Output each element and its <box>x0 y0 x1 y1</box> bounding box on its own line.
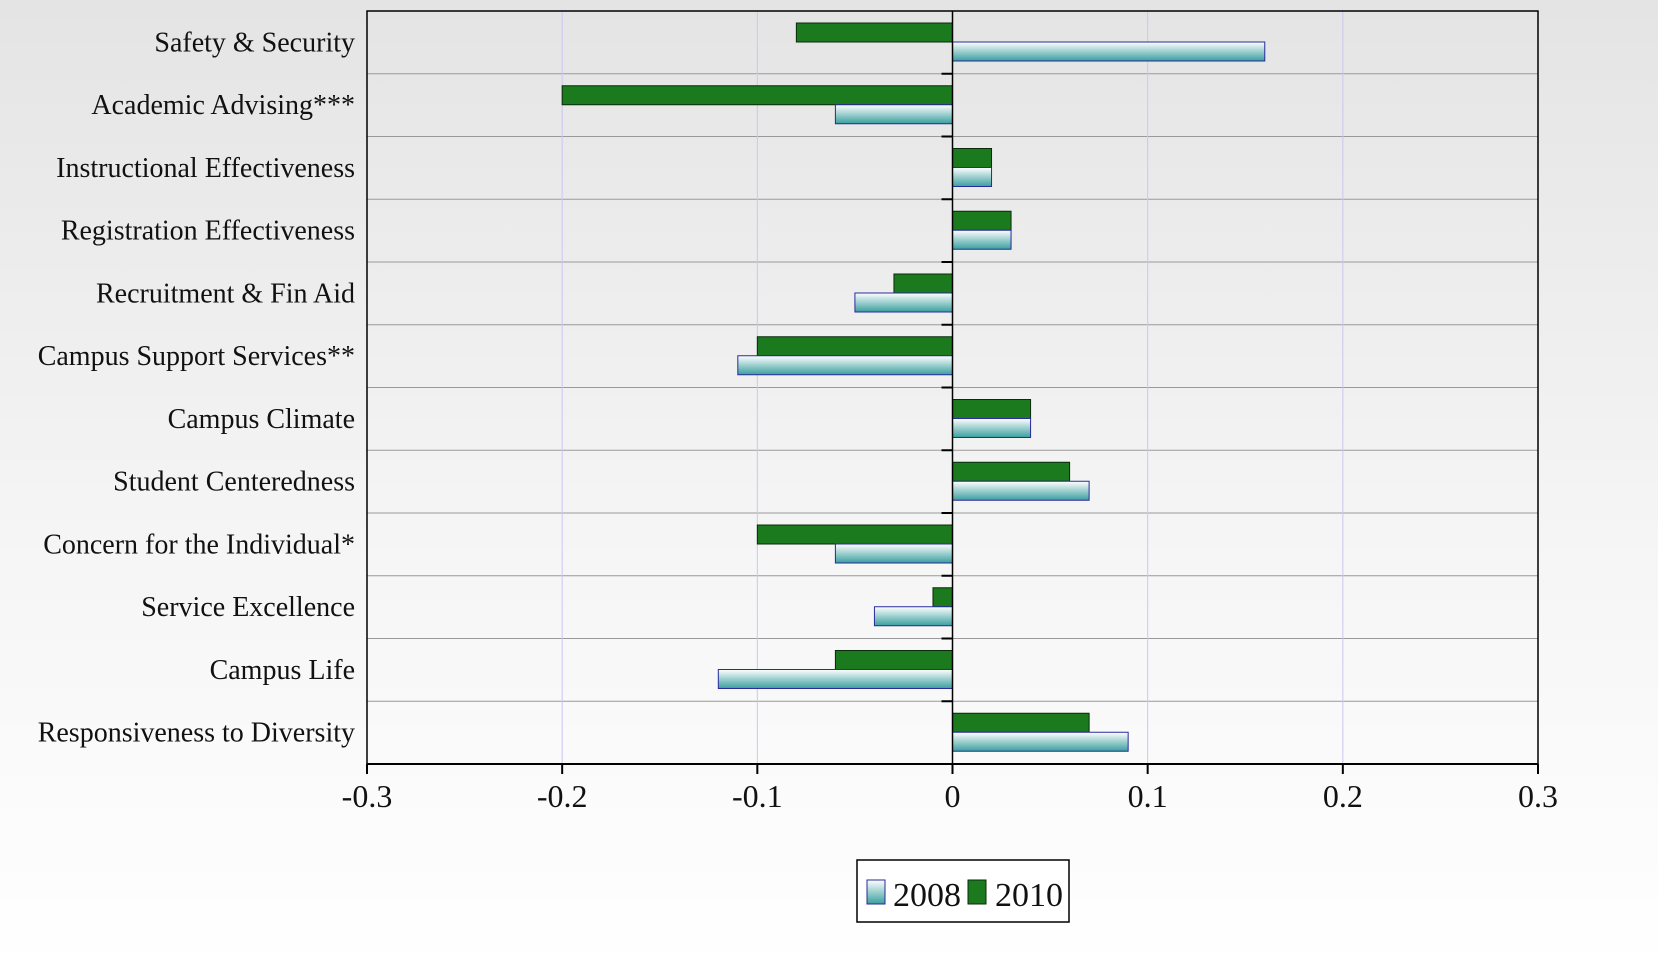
bar-2008-3 <box>952 229 1012 250</box>
axes <box>366 10 1539 774</box>
x-tick-label-2: -0.1 <box>732 778 783 814</box>
category-label-4: Recruitment & Fin Aid <box>96 278 355 309</box>
x-tick-label-0: -0.3 <box>342 778 393 814</box>
category-label-7: Student Centeredness <box>113 467 355 498</box>
bar-2008-2 <box>952 167 993 187</box>
category-labels: Safety & Security Academic Advising*** Ins… <box>38 27 355 748</box>
bar-2010-2 <box>952 148 993 168</box>
legend-box <box>856 859 1070 923</box>
bar-2010-0 <box>795 22 953 43</box>
bar-2008-9 <box>873 606 954 627</box>
bar-2008-11 <box>952 731 1129 752</box>
bar-2010-11 <box>952 712 1090 733</box>
bar-2008-4 <box>854 292 954 313</box>
x-tick-label-4: 0.1 <box>1128 778 1168 814</box>
x-tick-label-5: 0.2 <box>1323 778 1363 814</box>
bar-2008-6 <box>952 418 1032 438</box>
bars <box>561 22 1266 752</box>
category-label-5: Campus Support Services** <box>38 341 355 372</box>
bar-2010-7 <box>952 461 1071 482</box>
bar-2008-8 <box>834 543 954 564</box>
category-label-0: Safety & Security <box>154 27 355 58</box>
category-label-9: Service Excellence <box>141 592 355 623</box>
bar-2008-10 <box>717 669 953 689</box>
category-label-3: Registration Effectiveness <box>61 216 355 247</box>
bar-2010-6 <box>952 399 1032 419</box>
bar-2008-7 <box>952 480 1090 501</box>
category-label-11: Responsiveness to Diversity <box>38 718 355 749</box>
x-tick-label-1: -0.2 <box>537 778 588 814</box>
x-tick-label-6: 0.3 <box>1518 778 1558 814</box>
legend: 2008 2010 <box>856 859 1070 923</box>
legend-swatch-2010 <box>967 879 987 905</box>
bar-2010-4 <box>893 273 954 294</box>
legend-label-2010: 2010 <box>995 877 1063 914</box>
category-label-1: Academic Advising*** <box>91 90 355 121</box>
gridlines <box>561 11 1344 764</box>
x-tick-label-3: 0 <box>945 778 961 814</box>
bar-2008-1 <box>834 104 954 125</box>
bar-2010-3 <box>952 210 1012 231</box>
category-label-2: Instructional Effectiveness <box>56 153 355 184</box>
bar-2010-1 <box>561 85 954 106</box>
bar-2010-10 <box>834 650 954 670</box>
bar-2010-5 <box>756 336 953 357</box>
legend-swatch-2008 <box>866 879 886 905</box>
bar-2010-8 <box>756 524 953 545</box>
bar-2008-5 <box>737 355 953 376</box>
bar-2008-0 <box>952 41 1266 62</box>
legend-label-2008: 2008 <box>893 877 961 914</box>
bar-2010-9 <box>932 587 954 608</box>
category-label-10: Campus Life <box>210 655 355 686</box>
category-label-8: Concern for the Individual* <box>43 529 355 560</box>
category-label-6: Campus Climate <box>168 404 355 435</box>
x-tick-labels: -0.3 -0.2 -0.1 0 0.1 0.2 0.3 <box>342 778 1558 814</box>
